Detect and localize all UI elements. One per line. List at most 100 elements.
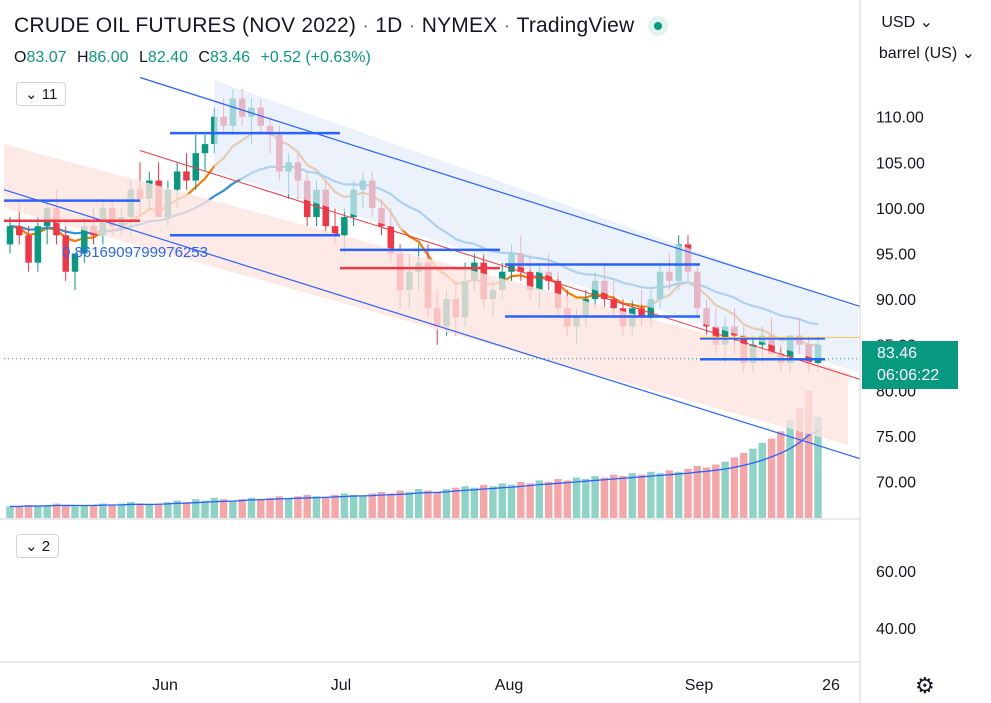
volume-bar — [479, 484, 488, 518]
volume-bar — [721, 461, 729, 518]
interval-label[interactable]: 1D — [375, 14, 403, 37]
volume-bar — [600, 477, 609, 518]
candle-body — [638, 308, 645, 318]
chart-header: CRUDE OIL FUTURES (NOV 2022) · 1D · NYMEX · Tr… — [14, 14, 669, 38]
volume-bar — [210, 497, 219, 518]
volume-bar — [136, 503, 144, 518]
gear-icon[interactable]: ⚙ — [915, 673, 935, 698]
volume-bar — [591, 476, 599, 518]
volume-bar — [80, 505, 89, 518]
volume-bars — [6, 390, 822, 518]
volume-bar — [377, 492, 386, 518]
rsi-tick-label: 60.00 — [876, 564, 916, 581]
unit-select[interactable]: barrel (US) ⌄ — [878, 45, 975, 62]
price-tick-label: 95.00 — [876, 247, 916, 264]
volume-bar — [322, 497, 330, 518]
annotations: 0.8616909799976253 — [3, 76, 861, 460]
volume-bar — [238, 499, 246, 518]
candle-body — [183, 171, 190, 181]
volume-bar — [43, 505, 51, 518]
volume-bar — [786, 419, 794, 518]
volume-bar — [424, 490, 432, 518]
volume-bar — [814, 416, 822, 518]
price-tick-label: 90.00 — [876, 292, 916, 309]
volume-bar — [795, 408, 804, 518]
candle-body — [81, 226, 88, 254]
price-tick-label: 110.00 — [876, 110, 924, 127]
volume-bar — [303, 494, 311, 518]
ohlc-readout: O83.07 H86.00 L82.40 C83.46 +0.52 (+0.63… — [14, 49, 371, 66]
rsi-bg — [4, 520, 860, 662]
candle-body — [526, 271, 534, 290]
price-tick-label: 75.00 — [876, 429, 916, 446]
volume-bar — [582, 479, 590, 518]
volume-bar — [619, 476, 627, 518]
volume-bar — [758, 442, 766, 518]
volume-bar — [62, 505, 70, 518]
volume-bar — [739, 453, 748, 518]
volume-bar — [767, 438, 776, 518]
volume-bar — [693, 466, 701, 518]
high-value: 86.00 — [88, 49, 129, 66]
volume-bar — [34, 506, 42, 518]
volume-bar — [674, 471, 683, 518]
volume-bar — [572, 477, 581, 518]
volume-bar — [368, 493, 376, 518]
candle-body — [647, 299, 655, 318]
volume-bar — [526, 483, 534, 518]
volume-bar — [777, 431, 785, 518]
market-open-icon — [648, 16, 669, 37]
rsi-toggle-button[interactable]: ⌄ 2 — [16, 534, 60, 558]
volume-bar — [349, 494, 358, 518]
price-tick-label: 100.00 — [876, 201, 925, 218]
candle-body — [387, 226, 395, 254]
volume-bar — [312, 496, 321, 518]
source-label: TradingView — [516, 14, 635, 37]
volume-bar — [219, 499, 228, 518]
volume-bar — [154, 503, 163, 518]
indicators-toggle-button[interactable]: ⌄ 11 — [16, 82, 67, 106]
volume-bar — [712, 464, 720, 518]
candle-body — [71, 253, 79, 272]
candle-body — [322, 189, 330, 227]
volume-bar — [99, 503, 107, 518]
last-price-value: 83.46 — [877, 345, 918, 362]
volume-bar — [396, 490, 404, 518]
currency-select[interactable]: USD ⌄ — [881, 14, 933, 31]
channel-lower-line — [3, 189, 861, 460]
candle-body — [313, 189, 320, 218]
volume-bar — [52, 503, 61, 518]
candle-body — [16, 226, 23, 236]
volume-bar — [665, 470, 674, 518]
volume-bar — [637, 474, 646, 518]
candle-body — [341, 217, 348, 236]
channel-mid-line — [139, 149, 861, 380]
candle-body — [545, 271, 552, 281]
volume-bar — [145, 505, 154, 518]
candle-body — [712, 326, 720, 345]
close-value: 83.46 — [209, 49, 251, 66]
channel-lower-fill — [4, 144, 848, 446]
volume-bar — [331, 494, 339, 518]
volume-bar — [89, 505, 98, 518]
volume-bar — [647, 471, 655, 518]
volume-bar — [452, 487, 460, 518]
price-tick-label: 70.00 — [876, 475, 916, 492]
volume-bar — [15, 506, 24, 518]
volume-bar — [656, 473, 664, 518]
volume-bar — [405, 492, 414, 518]
channel-upper-line — [139, 76, 861, 307]
change-value: +0.52 (+0.63%) — [260, 49, 371, 66]
volume-ma-line — [10, 430, 819, 508]
volume-bar — [563, 480, 571, 518]
low-value: 82.40 — [147, 49, 188, 66]
symbol-title[interactable]: CRUDE OIL FUTURES (NOV 2022) — [14, 14, 357, 37]
volume-bar — [108, 505, 116, 518]
volume-bar — [489, 486, 497, 518]
volume-bar — [247, 497, 256, 518]
price-tick-label: 105.00 — [876, 155, 925, 172]
volume-bar — [127, 502, 135, 518]
volume-bar — [470, 487, 479, 518]
volume-bar — [359, 496, 367, 518]
